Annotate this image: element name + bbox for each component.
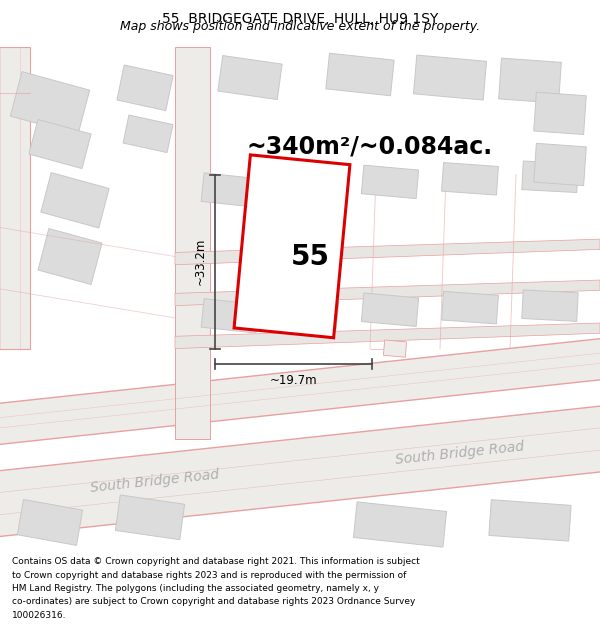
- Polygon shape: [281, 168, 339, 202]
- Polygon shape: [281, 296, 339, 330]
- Polygon shape: [383, 340, 407, 357]
- Text: Contains OS data © Crown copyright and database right 2021. This information is : Contains OS data © Crown copyright and d…: [12, 558, 420, 566]
- Polygon shape: [38, 229, 102, 284]
- Polygon shape: [522, 161, 578, 192]
- Polygon shape: [489, 500, 571, 541]
- Polygon shape: [499, 58, 562, 103]
- Polygon shape: [175, 323, 600, 349]
- Polygon shape: [0, 334, 600, 449]
- Polygon shape: [442, 291, 499, 324]
- Polygon shape: [115, 495, 185, 539]
- Text: ~33.2m: ~33.2m: [194, 238, 207, 286]
- Polygon shape: [175, 47, 210, 439]
- Text: 100026316.: 100026316.: [12, 611, 67, 619]
- Polygon shape: [326, 53, 394, 96]
- Polygon shape: [175, 239, 600, 265]
- Text: South Bridge Road: South Bridge Road: [395, 439, 525, 467]
- Text: 55, BRIDGEGATE DRIVE, HULL, HU9 1SY: 55, BRIDGEGATE DRIVE, HULL, HU9 1SY: [162, 12, 438, 26]
- Polygon shape: [0, 47, 30, 349]
- Polygon shape: [201, 299, 259, 333]
- Polygon shape: [413, 55, 487, 100]
- Polygon shape: [361, 165, 419, 199]
- Polygon shape: [201, 173, 259, 208]
- Polygon shape: [123, 115, 173, 152]
- Text: ~340m²/~0.084ac.: ~340m²/~0.084ac.: [247, 134, 493, 158]
- Polygon shape: [175, 280, 600, 306]
- Polygon shape: [353, 502, 446, 547]
- Text: co-ordinates) are subject to Crown copyright and database rights 2023 Ordnance S: co-ordinates) are subject to Crown copyr…: [12, 598, 415, 606]
- Polygon shape: [0, 401, 600, 541]
- Polygon shape: [534, 92, 586, 134]
- Polygon shape: [442, 162, 499, 195]
- Text: HM Land Registry. The polygons (including the associated geometry, namely x, y: HM Land Registry. The polygons (includin…: [12, 584, 379, 593]
- Polygon shape: [361, 293, 419, 326]
- Polygon shape: [218, 56, 282, 99]
- Polygon shape: [17, 499, 83, 546]
- Text: South Bridge Road: South Bridge Road: [90, 468, 220, 495]
- Text: 55: 55: [290, 242, 329, 271]
- Polygon shape: [41, 173, 109, 228]
- Text: ~19.7m: ~19.7m: [269, 374, 317, 387]
- Polygon shape: [534, 143, 586, 186]
- Polygon shape: [29, 119, 91, 169]
- Text: Map shows position and indicative extent of the property.: Map shows position and indicative extent…: [120, 20, 480, 32]
- Polygon shape: [522, 290, 578, 321]
- Text: to Crown copyright and database rights 2023 and is reproduced with the permissio: to Crown copyright and database rights 2…: [12, 571, 406, 580]
- Polygon shape: [117, 65, 173, 111]
- Polygon shape: [10, 72, 89, 134]
- Polygon shape: [234, 155, 350, 338]
